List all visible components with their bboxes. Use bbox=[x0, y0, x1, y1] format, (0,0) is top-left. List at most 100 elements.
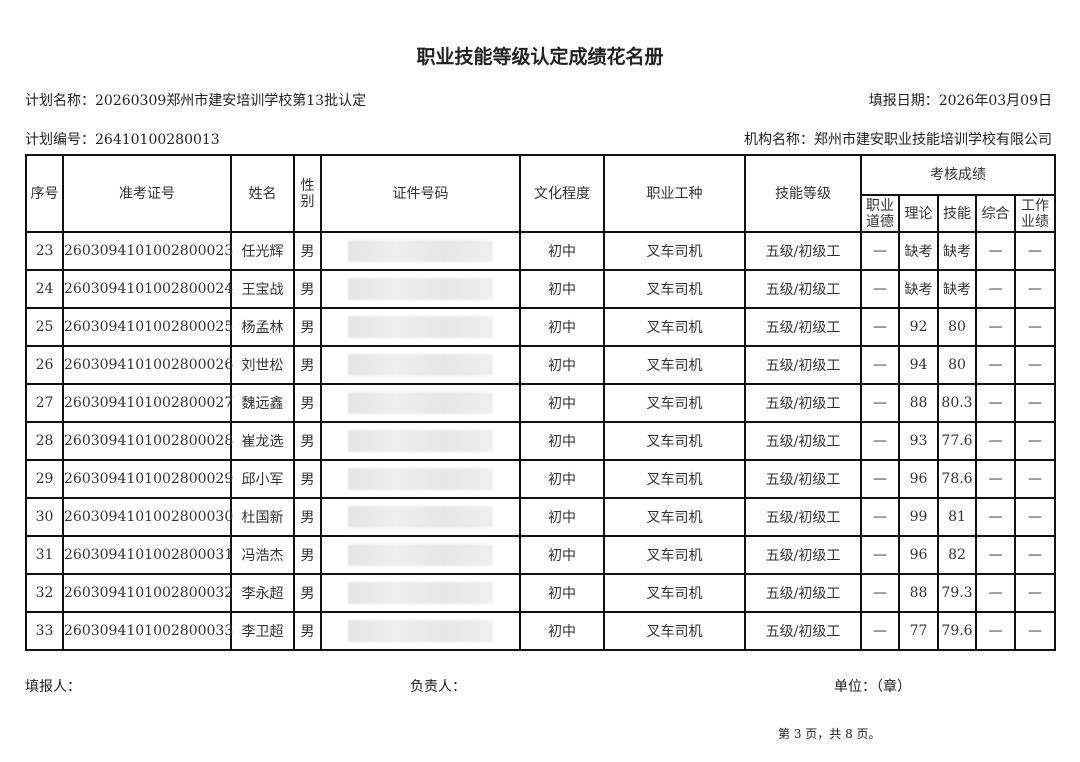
cell-ethics: — bbox=[860, 231, 900, 271]
cell-name: 魏远鑫 bbox=[230, 383, 295, 423]
cell-overall: — bbox=[975, 307, 1016, 347]
page-title: 职业技能等级认定成绩花名册 bbox=[416, 46, 664, 68]
cell-theory: 92 bbox=[898, 307, 939, 347]
cell-skill: 78.6 bbox=[937, 459, 977, 499]
cell-job: 叉车司机 bbox=[603, 231, 746, 271]
cell-name: 李卫超 bbox=[230, 611, 295, 651]
plan-number: 计划编号：26410100280013 bbox=[25, 132, 220, 148]
cell-theory: 88 bbox=[898, 383, 939, 423]
cell-ethics: — bbox=[860, 269, 900, 309]
cell-level: 五级/初级工 bbox=[744, 421, 862, 461]
header-id: 证件号码 bbox=[320, 154, 521, 233]
cell-level: 五级/初级工 bbox=[744, 459, 862, 499]
header-seq: 序号 bbox=[25, 154, 64, 233]
header-gender: 性别 bbox=[293, 154, 322, 233]
cell-level: 五级/初级工 bbox=[744, 611, 862, 651]
cell-level: 五级/初级工 bbox=[744, 231, 862, 271]
cell-job: 叉车司机 bbox=[603, 383, 746, 423]
header-overall: 综合 bbox=[975, 194, 1016, 233]
cell-work: — bbox=[1013, 535, 1057, 575]
cell-gender: 男 bbox=[293, 535, 322, 575]
cell-ticket: 2603094101002800032 bbox=[62, 573, 233, 613]
cell-job: 叉车司机 bbox=[603, 573, 746, 613]
header-theory: 理论 bbox=[898, 194, 939, 233]
cell-overall: — bbox=[975, 611, 1016, 651]
table-row: 32 2603094101002800032 李永超男初中 叉车司机 五级/初级工 —88… bbox=[25, 573, 1057, 613]
cell-theory: 96 bbox=[898, 459, 939, 499]
header-ticket: 准考证号 bbox=[62, 154, 232, 233]
cell-job: 叉车司机 bbox=[603, 269, 746, 309]
cell-theory: 96 bbox=[898, 535, 939, 575]
cell-edu: 初中 bbox=[519, 307, 605, 347]
table-row: 33 2603094101002800033 李卫超男初中 叉车司机 五级/初级工 —77… bbox=[25, 611, 1057, 651]
cell-level: 五级/初级工 bbox=[744, 535, 862, 575]
cell-overall: — bbox=[975, 269, 1016, 309]
cell-ticket: 2603094101002800033 bbox=[62, 611, 233, 651]
cell-overall: — bbox=[975, 231, 1016, 271]
redacted-id bbox=[348, 582, 493, 604]
cell-name: 刘世松 bbox=[230, 345, 295, 385]
cell-id-redacted bbox=[320, 307, 521, 347]
cell-skill: 缺考 bbox=[937, 231, 977, 271]
cell-level: 五级/初级工 bbox=[744, 573, 862, 613]
cell-id-redacted bbox=[320, 459, 521, 499]
cell-overall: — bbox=[975, 383, 1016, 423]
cell-work: — bbox=[1013, 269, 1057, 309]
cell-ticket: 2603094101002800023 bbox=[62, 231, 233, 271]
cell-edu: 初中 bbox=[519, 573, 605, 613]
cell-id-redacted bbox=[320, 497, 521, 537]
cell-work: — bbox=[1013, 307, 1057, 347]
cell-name: 冯浩杰 bbox=[230, 535, 295, 575]
cell-work: — bbox=[1013, 345, 1057, 385]
score-table: 序号 准考证号 姓名 性别 证件号码 文化程度 职业工种 技能等级 考核成绩 职… bbox=[25, 154, 1057, 651]
cell-edu: 初中 bbox=[519, 231, 605, 271]
cell-id-redacted bbox=[320, 611, 521, 651]
header-ethics: 职业道德 bbox=[860, 194, 900, 233]
cell-gender: 男 bbox=[293, 307, 322, 347]
cell-name: 任光辉 bbox=[230, 231, 295, 271]
cell-skill: 80.3 bbox=[937, 383, 977, 423]
cell-id-redacted bbox=[320, 231, 521, 271]
cell-gender: 男 bbox=[293, 231, 322, 271]
redacted-id bbox=[348, 430, 493, 452]
cell-gender: 男 bbox=[293, 497, 322, 537]
table-row: 25 2603094101002800025 杨孟林男初中 叉车司机 五级/初级工 —92… bbox=[25, 307, 1057, 347]
redacted-id bbox=[348, 278, 493, 300]
cell-ticket: 2603094101002800024 bbox=[62, 269, 233, 309]
cell-level: 五级/初级工 bbox=[744, 497, 862, 537]
redacted-id bbox=[348, 468, 493, 490]
cell-work: — bbox=[1013, 459, 1057, 499]
cell-ethics: — bbox=[860, 421, 900, 461]
cell-seq: 29 bbox=[25, 459, 64, 499]
cell-overall: — bbox=[975, 535, 1016, 575]
cell-work: — bbox=[1013, 497, 1057, 537]
cell-work: — bbox=[1013, 421, 1057, 461]
table-row: 24 2603094101002800024 王宝战男初中 叉车司机 五级/初级工 — 缺考… bbox=[25, 269, 1057, 309]
cell-overall: — bbox=[975, 497, 1016, 537]
cell-overall: — bbox=[975, 421, 1016, 461]
cell-edu: 初中 bbox=[519, 345, 605, 385]
cell-edu: 初中 bbox=[519, 421, 605, 461]
cell-job: 叉车司机 bbox=[603, 345, 746, 385]
cell-skill: 82 bbox=[937, 535, 977, 575]
cell-name: 李永超 bbox=[230, 573, 295, 613]
cell-id-redacted bbox=[320, 345, 521, 385]
cell-overall: — bbox=[975, 345, 1016, 385]
filler-label: 填报人： bbox=[25, 679, 81, 695]
org-name: 机构名称：郑州市建安职业技能培训学校有限公司 bbox=[744, 132, 1052, 148]
cell-ethics: — bbox=[860, 345, 900, 385]
redacted-id bbox=[348, 240, 493, 262]
cell-gender: 男 bbox=[293, 459, 322, 499]
cell-edu: 初中 bbox=[519, 497, 605, 537]
cell-ethics: — bbox=[860, 535, 900, 575]
cell-theory: 93 bbox=[898, 421, 939, 461]
redacted-id bbox=[348, 544, 493, 566]
cell-edu: 初中 bbox=[519, 611, 605, 651]
cell-work: — bbox=[1013, 383, 1057, 423]
cell-ethics: — bbox=[860, 611, 900, 651]
cell-job: 叉车司机 bbox=[603, 611, 746, 651]
cell-id-redacted bbox=[320, 383, 521, 423]
cell-skill: 79.6 bbox=[937, 611, 977, 651]
cell-seq: 28 bbox=[25, 421, 64, 461]
